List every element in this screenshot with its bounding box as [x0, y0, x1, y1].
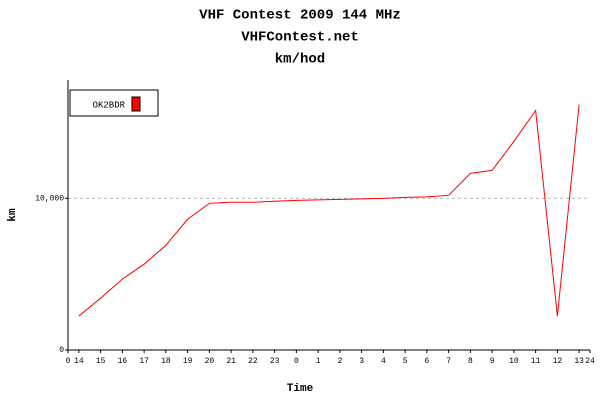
chart-subtitle: km/hod [275, 52, 325, 68]
legend-swatch [131, 96, 141, 112]
x-tick-label: 6 [424, 357, 429, 366]
data-line [78, 104, 580, 317]
x-tick-label: 22 [248, 357, 258, 366]
y-tick-label: 10,000 [35, 194, 64, 203]
x-tick-label: 12 [553, 357, 563, 366]
x-tick-label: 20 [205, 357, 215, 366]
x-tick-label: 11 [531, 357, 541, 366]
x-tick-label: 13 [574, 357, 584, 366]
chart-title: VHF Contest 2009 144 MHz [199, 8, 401, 24]
legend-label: OK2BDR [93, 100, 126, 110]
x-tick-label: 4 [381, 357, 386, 366]
x-tick-label: 23 [270, 357, 280, 366]
x-tick-label: 3 [359, 357, 364, 366]
x-tick-label: 5 [403, 357, 408, 366]
x-tick-label: 7 [446, 357, 451, 366]
x-tick-label: 15 [96, 357, 106, 366]
x-axis-label: Time [287, 383, 314, 395]
x-tick-label: 8 [468, 357, 473, 366]
x-tick-label: 2 [337, 357, 342, 366]
x-tick-label: 21 [226, 357, 236, 366]
x-tick-label: 16 [118, 357, 128, 366]
x-tick-label: 9 [490, 357, 495, 366]
x-tick-label: 10 [509, 357, 519, 366]
x-tick-label: 1 [316, 357, 321, 366]
legend-box [69, 89, 159, 117]
x-tick-label: 18 [161, 357, 171, 366]
x-tick-label: 0 [294, 357, 299, 366]
x-tick-label: 24 [585, 357, 595, 366]
x-tick-label: 17 [139, 357, 149, 366]
y-tick-label: 0 [59, 346, 64, 355]
x-tick-label: 14 [74, 357, 84, 366]
x-tick-label: 0 [66, 357, 71, 366]
chart-subtitle: VHFContest.net [241, 30, 359, 46]
y-axis-label: km [7, 208, 19, 222]
x-tick-label: 19 [183, 357, 193, 366]
